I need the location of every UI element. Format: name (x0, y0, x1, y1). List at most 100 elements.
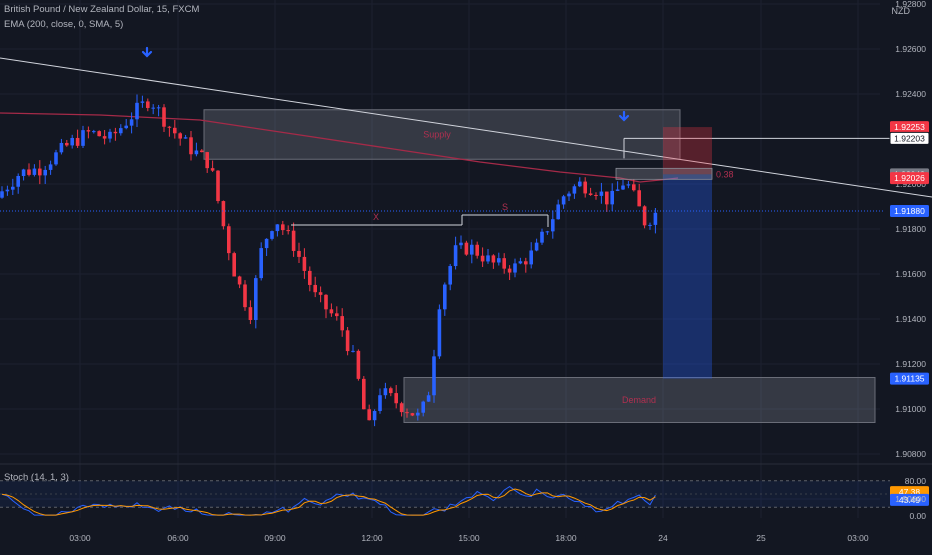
candle-body (318, 292, 323, 295)
y-tick-label: 1.90800 (895, 449, 926, 459)
grid (0, 0, 932, 518)
candle-body (156, 107, 161, 109)
supply-label: Supply (423, 130, 451, 140)
candle-body (178, 133, 182, 139)
candle-body (210, 168, 215, 171)
stoch-value: 47.38 (899, 487, 921, 497)
y-tick-label: 1.91000 (895, 404, 926, 414)
y-tick-label: 1.91600 (895, 269, 926, 279)
candle-body (21, 169, 26, 176)
ema-200 (0, 112, 679, 183)
x-label: X (373, 212, 379, 222)
candle-body (448, 266, 452, 285)
candle-body (497, 258, 501, 263)
candle-body (124, 125, 128, 129)
price-axis[interactable]: 1.928001.926001.924001.920001.918001.916… (889, 0, 930, 504)
candle-body (75, 137, 80, 146)
currency-label: NZD (891, 6, 911, 16)
candle-body (583, 181, 587, 194)
candle-body (27, 169, 31, 175)
candle-body (313, 284, 317, 293)
candle-body (162, 107, 166, 127)
stoch-d (1, 488, 656, 516)
symbol-title[interactable]: British Pound / New Zealand Dollar, 15, … (4, 4, 200, 15)
candle-body (459, 242, 463, 246)
candle-body (194, 150, 199, 155)
candle-body (135, 102, 139, 120)
candle-body (173, 127, 177, 134)
candle-body (345, 330, 350, 352)
candle-body (70, 137, 74, 146)
time-axis[interactable]: 03:00 06:00 09:00 12:00 15:00 18:00 24 25 03:00 (69, 533, 869, 543)
ema-legend[interactable]: EMA (200, close, 0, SMA, 5) (4, 19, 124, 30)
stop-zone (663, 127, 712, 175)
candles (0, 94, 658, 427)
candle-body (291, 230, 296, 251)
target-zone (663, 174, 712, 379)
candle-body (5, 189, 10, 192)
candle-body (356, 350, 361, 379)
candle-body (453, 245, 458, 267)
candle-body (340, 316, 344, 331)
y-tick-label: 1.92600 (895, 44, 926, 54)
stoch-tick: 80.00 (905, 476, 927, 486)
candle-body (183, 137, 188, 139)
short-position[interactable]: 0.38 (615, 127, 734, 379)
candle-body (637, 190, 641, 207)
candle-body (518, 261, 523, 264)
x-tick-label: 03:00 (847, 533, 869, 543)
candle-body (59, 142, 64, 153)
x-tick-label: 18:00 (555, 533, 577, 543)
candle-body (113, 131, 118, 134)
y-tick-label: 1.91400 (895, 314, 926, 324)
candle-body (502, 258, 506, 269)
drawings: XS (0, 46, 932, 228)
s-label: S (502, 202, 508, 212)
trend-line (0, 57, 932, 198)
candle-body (308, 270, 312, 285)
price-label: 1.92026 (894, 173, 925, 183)
candle-body (529, 250, 533, 265)
candle-body (443, 284, 447, 310)
candle-body (524, 261, 528, 265)
candle-body (54, 152, 58, 165)
x-tick-label: 12:00 (361, 533, 383, 543)
candle-body (335, 313, 339, 317)
candle-body (200, 150, 204, 153)
candle-body (259, 248, 263, 279)
stoch-legend[interactable]: Stoch (14, 1, 3) (4, 472, 69, 483)
candle-body (486, 255, 490, 262)
candle-body (561, 196, 566, 205)
candle-body (578, 181, 582, 187)
candle-body (540, 231, 544, 243)
candle-body (480, 255, 485, 262)
candle-body (367, 409, 371, 421)
supply-zone (203, 109, 681, 160)
price-label: 1.92203 (894, 133, 925, 143)
candle-body (567, 193, 571, 197)
candle-body (324, 294, 328, 310)
candle-body (297, 250, 301, 257)
candle-body (351, 350, 355, 352)
candle-body (329, 309, 334, 314)
candle-body (378, 395, 382, 411)
fib-label: 0.38 (716, 169, 734, 179)
candle-body (0, 191, 4, 198)
candle-body (491, 255, 496, 263)
candle-body (513, 263, 517, 273)
candle-body (632, 184, 636, 191)
x-tick-label: 03:00 (69, 533, 91, 543)
candle-body (416, 412, 420, 416)
candle-body (372, 410, 377, 421)
candle-body (102, 136, 107, 139)
candle-body (264, 238, 269, 249)
price-label-box (890, 372, 929, 385)
demand-label: Demand (622, 395, 656, 405)
candle-body (594, 194, 598, 196)
candle-body (362, 378, 366, 410)
down-arrow-icon (141, 46, 153, 58)
candle-body (216, 170, 220, 202)
